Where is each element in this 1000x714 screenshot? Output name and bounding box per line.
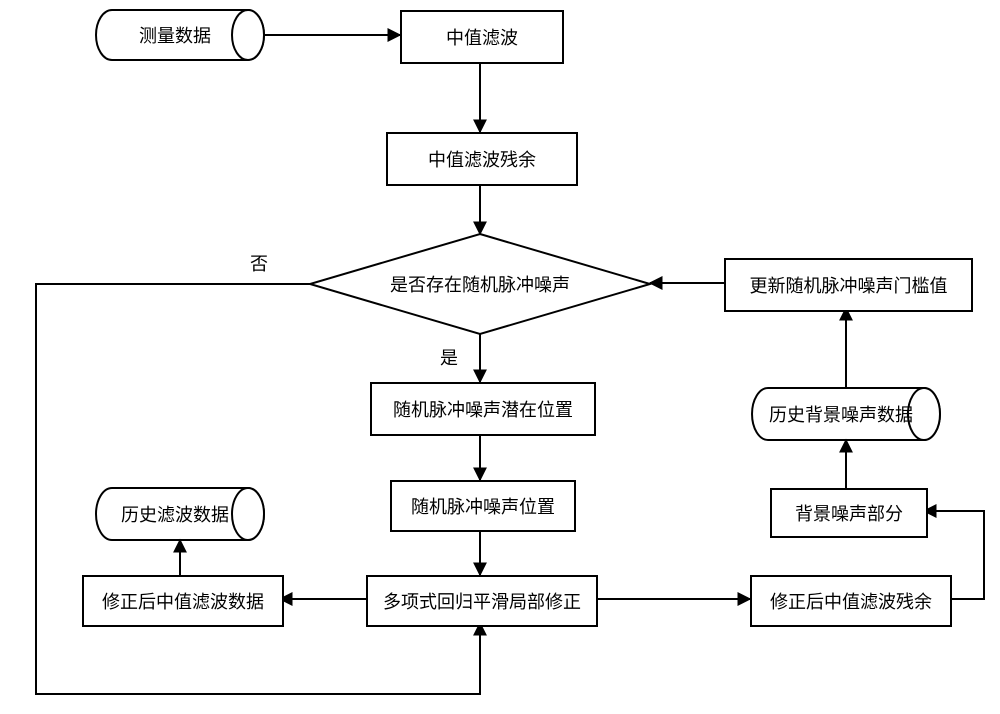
edge-label-yes: 是 (440, 344, 458, 370)
node-history-filter-label: 历史滤波数据 (96, 488, 254, 540)
node-corrected-residual: 修正后中值滤波残余 (750, 575, 952, 627)
node-corrected-median: 修正后中值滤波数据 (82, 575, 284, 627)
node-median-residual: 中值滤波残余 (386, 132, 578, 186)
node-potential-position: 随机脉冲噪声潜在位置 (370, 382, 596, 436)
node-noise-position: 随机脉冲噪声位置 (390, 480, 576, 532)
node-history-noise-label: 历史背景噪声数据 (752, 388, 930, 440)
node-bgnoise: 背景噪声部分 (770, 488, 928, 538)
node-polyfit: 多项式回归平滑局部修正 (366, 575, 598, 627)
node-measure-label: 测量数据 (96, 10, 254, 60)
node-update-threshold: 更新随机脉冲噪声门槛值 (724, 258, 973, 312)
edge-label-no: 否 (250, 250, 268, 276)
node-decision-label: 是否存在随机脉冲噪声 (310, 234, 650, 334)
node-median-filter: 中值滤波 (400, 10, 564, 64)
